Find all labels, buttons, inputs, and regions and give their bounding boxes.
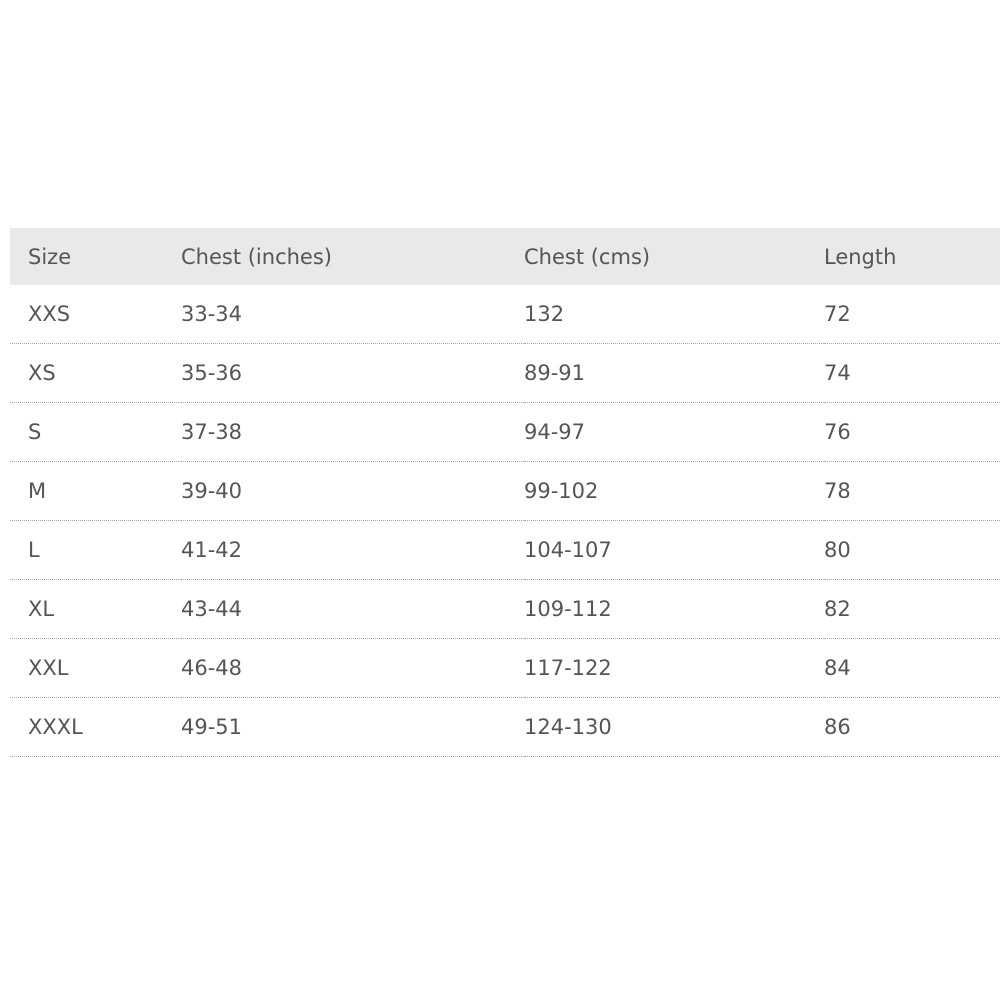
cell-chest-inches: 43-44: [181, 579, 524, 639]
table-row: XXXL 49-51 124-130 86: [10, 697, 1000, 757]
cell-length: 76: [824, 402, 1000, 462]
table-row: L 41-42 104-107 80: [10, 520, 1000, 580]
cell-size: XL: [10, 579, 181, 639]
table-row: S 37-38 94-97 76: [10, 402, 1000, 462]
cell-chest-inches: 35-36: [181, 343, 524, 403]
cell-chest-cms: 104-107: [524, 520, 824, 580]
cell-size: M: [10, 461, 181, 521]
cell-chest-inches: 37-38: [181, 402, 524, 462]
cell-length: 74: [824, 343, 1000, 403]
header-size: Size: [28, 244, 72, 269]
table-row: M 39-40 99-102 78: [10, 461, 1000, 521]
table-row: XL 43-44 109-112 82: [10, 579, 1000, 639]
cell-size: XXS: [10, 285, 181, 344]
table-row: XXS 33-34 132 72: [10, 285, 1000, 344]
cell-length: 80: [824, 520, 1000, 580]
cell-chest-cms: 132: [524, 285, 824, 344]
cell-chest-cms: 124-130: [524, 697, 824, 757]
size-chart-table: Size Chest (inches) Chest (cms) Length X…: [10, 228, 1000, 757]
cell-chest-cms: 89-91: [524, 343, 824, 403]
cell-chest-cms: 94-97: [524, 402, 824, 462]
cell-size: XXXL: [10, 697, 181, 757]
cell-size: XS: [10, 343, 181, 403]
cell-length: 84: [824, 638, 1000, 698]
cell-chest-inches: 39-40: [181, 461, 524, 521]
cell-length: 82: [824, 579, 1000, 639]
cell-chest-cms: 109-112: [524, 579, 824, 639]
cell-length: 72: [824, 285, 1000, 344]
cell-chest-cms: 117-122: [524, 638, 824, 698]
cell-chest-inches: 49-51: [181, 697, 524, 757]
table-row: XXL 46-48 117-122 84: [10, 638, 1000, 698]
header-chest-cms: Chest (cms): [524, 244, 651, 269]
cell-chest-cms: 99-102: [524, 461, 824, 521]
cell-length: 86: [824, 697, 1000, 757]
cell-chest-inches: 46-48: [181, 638, 524, 698]
cell-length: 78: [824, 461, 1000, 521]
cell-chest-inches: 33-34: [181, 285, 524, 344]
cell-size: L: [10, 520, 181, 580]
table-row: XS 35-36 89-91 74: [10, 343, 1000, 403]
header-length: Length: [824, 244, 897, 269]
cell-size: XXL: [10, 638, 181, 698]
cell-size: S: [10, 402, 181, 462]
header-chest-inches: Chest (inches): [181, 244, 332, 269]
cell-chest-inches: 41-42: [181, 520, 524, 580]
header-row: Size Chest (inches) Chest (cms) Length: [10, 228, 1000, 285]
